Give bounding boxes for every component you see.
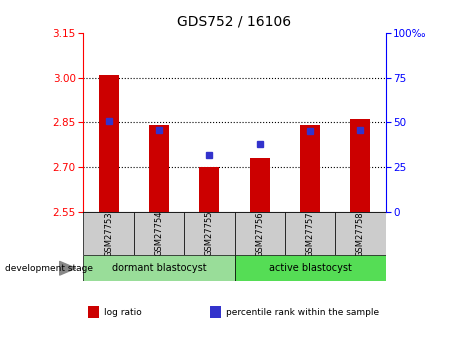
Bar (83, 212, 134, 255)
Text: dormant blastocyst: dormant blastocyst (112, 263, 206, 273)
Text: log ratio: log ratio (104, 308, 142, 317)
Bar (149, 126, 169, 212)
Text: GSM27757: GSM27757 (306, 211, 314, 257)
Bar (350, 119, 371, 212)
Bar (184, 212, 235, 255)
Text: development stage: development stage (5, 264, 92, 273)
Bar (235, 255, 386, 281)
Bar (235, 212, 285, 255)
Bar (300, 126, 320, 212)
Bar (199, 167, 220, 212)
Bar (285, 212, 335, 255)
Text: GSM27756: GSM27756 (255, 211, 264, 257)
Text: GSM27755: GSM27755 (205, 211, 214, 256)
Text: percentile rank within the sample: percentile rank within the sample (226, 308, 379, 317)
Title: GDS752 / 16106: GDS752 / 16106 (177, 15, 292, 29)
Bar (134, 212, 184, 255)
Text: GSM27753: GSM27753 (104, 211, 113, 257)
Text: GSM27758: GSM27758 (356, 211, 365, 257)
Text: GSM27754: GSM27754 (155, 211, 163, 256)
Bar (335, 212, 386, 255)
Bar (250, 158, 270, 212)
Bar (99, 75, 119, 212)
Bar (83, 255, 235, 281)
Polygon shape (60, 262, 76, 275)
Text: active blastocyst: active blastocyst (269, 263, 351, 273)
